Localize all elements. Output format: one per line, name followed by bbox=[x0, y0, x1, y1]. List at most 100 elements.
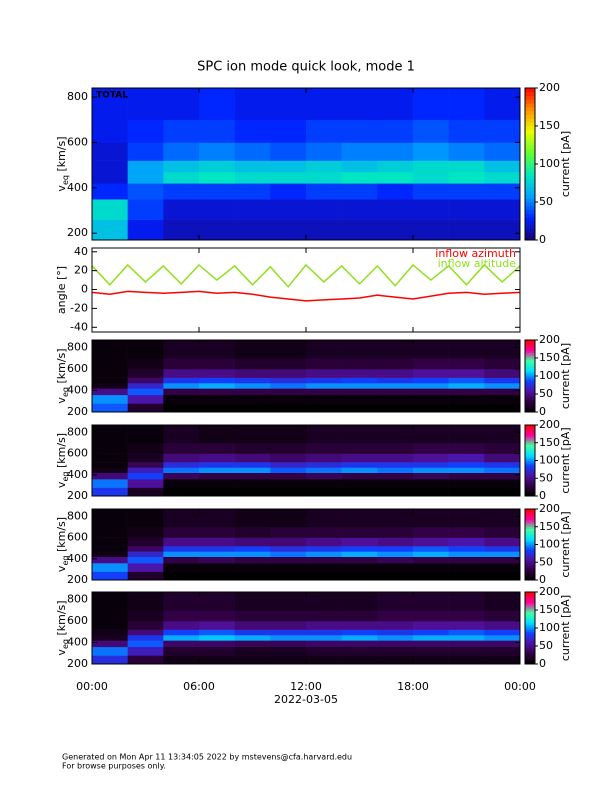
heatmap-cell bbox=[484, 403, 520, 412]
heatmap-cell bbox=[377, 88, 414, 121]
heatmap-cell bbox=[163, 646, 200, 656]
heatmap-cell bbox=[234, 634, 271, 641]
heatmap-cell bbox=[306, 171, 342, 184]
heatmap-cell bbox=[484, 634, 520, 641]
heatmap-cell bbox=[413, 610, 449, 622]
colorbar-label: current [pA] bbox=[559, 511, 572, 577]
colorbar-swatch bbox=[525, 608, 535, 611]
colorbar-swatch bbox=[525, 356, 535, 359]
heatmap-cell bbox=[234, 377, 271, 384]
legend-entry: inflow altitude bbox=[438, 257, 517, 270]
colorbar-swatch bbox=[525, 655, 535, 658]
colorbar-swatch bbox=[525, 95, 535, 100]
colorbar-tick-label: 200 bbox=[539, 418, 560, 431]
colorbar-tick-label: 0 bbox=[539, 489, 546, 502]
heatmap-cell bbox=[92, 358, 128, 370]
colorbar-swatch bbox=[525, 638, 535, 641]
heatmap-cell bbox=[127, 394, 164, 404]
heatmap-cell bbox=[377, 487, 414, 496]
colorbar-swatch bbox=[525, 471, 535, 474]
colorbar-swatch bbox=[525, 604, 535, 607]
heatmap-cell bbox=[413, 527, 449, 538]
colorbar-swatch bbox=[525, 361, 535, 364]
heatmap-cell bbox=[377, 634, 414, 641]
heatmap-cell bbox=[341, 527, 378, 538]
x-tick-label: 12:00 bbox=[290, 680, 322, 693]
heatmap-cell bbox=[163, 462, 200, 468]
colorbar-swatch bbox=[525, 540, 535, 544]
heatmap-cell bbox=[163, 556, 200, 564]
colorbar-swatch bbox=[525, 656, 535, 659]
y-axis-label-part: v bbox=[55, 649, 68, 656]
heatmap-cell bbox=[163, 142, 200, 161]
colorbar-swatch bbox=[525, 595, 535, 598]
heatmap-cell bbox=[127, 592, 164, 611]
y-axis-label-part: [km/s] bbox=[55, 348, 68, 387]
colorbar-swatch bbox=[525, 217, 535, 222]
heatmap-cell bbox=[448, 592, 485, 611]
heatmap-cell bbox=[413, 479, 449, 488]
heatmap-cell bbox=[234, 119, 271, 143]
heatmap-cell bbox=[413, 382, 449, 389]
heatmap-cell bbox=[413, 88, 449, 121]
heatmap-cell bbox=[413, 556, 449, 564]
colorbar-swatch bbox=[525, 444, 535, 447]
colorbar-tick-label: 50 bbox=[539, 471, 553, 484]
y-axis-label-part: [km/s] bbox=[55, 600, 68, 639]
heatmap-cell bbox=[341, 479, 378, 488]
heatmap-cell bbox=[270, 472, 307, 480]
colorbar-tick-label: 50 bbox=[539, 555, 553, 568]
footer-line: Generated on Mon Apr 11 13:34:05 2022 by… bbox=[62, 753, 352, 762]
heatmap-cell bbox=[92, 388, 128, 396]
heatmap-cell bbox=[270, 563, 307, 572]
y-tick-label: -20 bbox=[70, 301, 88, 314]
heatmap-cell bbox=[306, 119, 342, 143]
heatmap-cell bbox=[448, 453, 485, 463]
y-tick-label: 800 bbox=[67, 509, 88, 522]
heatmap-cell bbox=[484, 388, 520, 396]
colorbar-swatch bbox=[525, 403, 535, 406]
plot-area bbox=[92, 425, 520, 496]
y-tick-label: 200 bbox=[67, 489, 88, 502]
heatmap-cell bbox=[234, 487, 271, 496]
colorbar-swatch bbox=[525, 660, 535, 663]
heatmap-cell bbox=[127, 160, 164, 173]
colorbar-swatch bbox=[525, 395, 535, 398]
colorbar-swatch bbox=[525, 556, 535, 560]
heatmap-cell bbox=[127, 382, 164, 389]
heatmap-cell bbox=[341, 358, 378, 370]
colorbar-swatch bbox=[525, 542, 535, 545]
heatmap-cell bbox=[163, 88, 200, 121]
heatmap-cell bbox=[484, 358, 520, 370]
colorbar-swatch bbox=[525, 544, 535, 547]
heatmap-cell bbox=[127, 527, 164, 538]
heatmap-cell bbox=[92, 160, 128, 173]
heatmap-cell bbox=[92, 425, 128, 444]
heatmap-cell bbox=[92, 142, 128, 161]
heatmap-cell bbox=[199, 160, 235, 173]
colorbar-swatch bbox=[525, 601, 535, 604]
colorbar-swatch bbox=[525, 367, 535, 370]
heatmap-cell bbox=[199, 377, 235, 384]
heatmap-cell bbox=[92, 219, 128, 240]
heatmap-cell bbox=[341, 403, 378, 412]
heatmap-cell bbox=[270, 394, 307, 404]
heatmap-cell bbox=[377, 479, 414, 488]
heatmap-cell bbox=[163, 546, 200, 552]
heatmap-cell bbox=[413, 563, 449, 572]
heatmap-cell bbox=[341, 537, 378, 547]
colorbar-swatch bbox=[525, 425, 535, 428]
heatmap-cell bbox=[341, 509, 378, 528]
heatmap-cell bbox=[448, 487, 485, 496]
heatmap-cell bbox=[484, 462, 520, 468]
heatmap-cell bbox=[448, 388, 485, 396]
colorbar-swatch bbox=[525, 410, 535, 413]
colorbar-swatch bbox=[525, 175, 535, 180]
colorbar-swatch bbox=[525, 524, 535, 528]
colorbar-swatch bbox=[525, 137, 535, 142]
heatmap-cell bbox=[341, 640, 378, 648]
colorbar-swatch bbox=[525, 532, 535, 535]
heatmap-cell bbox=[341, 621, 378, 630]
